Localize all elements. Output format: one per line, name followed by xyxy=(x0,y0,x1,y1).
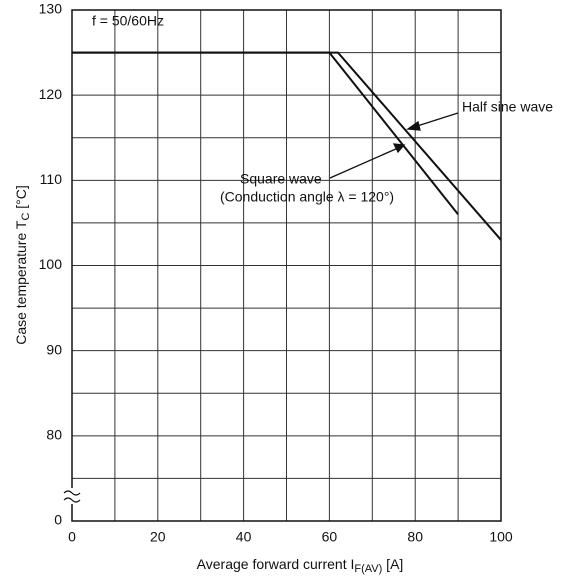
y-tick-label: 120 xyxy=(39,86,63,102)
y-tick-label: 110 xyxy=(40,171,63,187)
x-tick-label: 80 xyxy=(407,529,423,545)
x-tick-label: 0 xyxy=(68,529,76,545)
series-line xyxy=(72,51,459,216)
y-tick-label: 80 xyxy=(46,427,62,443)
x-tick-label: 40 xyxy=(236,529,252,545)
arrows xyxy=(329,112,459,179)
annotation-half-sine: Half sine wave xyxy=(462,99,553,115)
axis-break xyxy=(63,490,81,503)
arrowhead xyxy=(406,120,421,131)
y-axis-label: Case temperature TC [°C] xyxy=(13,185,32,345)
grid xyxy=(71,9,502,522)
y-tick-label: 130 xyxy=(39,1,63,17)
x-tick-label: 20 xyxy=(150,529,166,545)
annotation-square: Square wave xyxy=(240,171,322,187)
x-axis-label: Average forward current IF(AV) [A] xyxy=(197,556,404,575)
arrowhead xyxy=(392,143,406,154)
y-tick-label: 100 xyxy=(39,256,63,272)
annotation-conduction: (Conduction angle λ = 120°) xyxy=(220,189,394,205)
arrow xyxy=(329,147,399,179)
plot-frame xyxy=(71,9,502,522)
y-tick-label: 90 xyxy=(46,341,62,357)
x-tick-label: 60 xyxy=(322,529,338,545)
annotation-frequency: f = 50/60Hz xyxy=(92,13,164,29)
arrow xyxy=(413,112,459,128)
axis-break-mask xyxy=(64,488,80,504)
y-tick-label: 0 xyxy=(54,512,62,528)
x-tick-label: 100 xyxy=(489,529,513,545)
